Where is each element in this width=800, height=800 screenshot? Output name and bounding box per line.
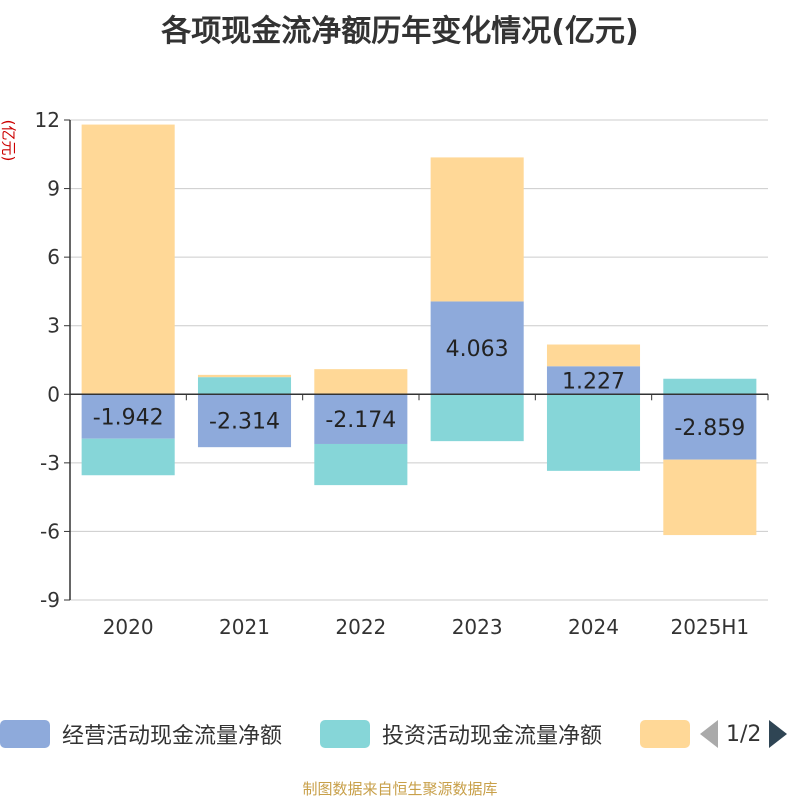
- source-note: 制图数据来自恒生聚源数据库: [302, 780, 498, 798]
- bar-1-2021[interactable]: [197, 394, 292, 448]
- data-label: -2.314: [209, 410, 280, 435]
- bar-1-2025H1[interactable]: [663, 394, 757, 460]
- bar-3-2021[interactable]: [197, 374, 292, 378]
- y-tick-label: 3: [47, 314, 60, 338]
- data-label: 4.063: [446, 337, 509, 362]
- bar-2-2021[interactable]: [197, 377, 292, 395]
- bar-3-2020[interactable]: [81, 124, 175, 395]
- bar-1-2024[interactable]: [546, 366, 641, 395]
- legend: 经营活动现金流量净额 投资活动现金流量净额: [0, 716, 800, 752]
- y-tick-label: -6: [40, 519, 60, 543]
- bar-2-2024[interactable]: [546, 394, 641, 471]
- data-label: -2.859: [674, 416, 745, 441]
- pager-prev-icon[interactable]: [700, 720, 718, 748]
- y-tick-label: 0: [47, 382, 60, 406]
- data-label: -1.942: [93, 405, 164, 430]
- legend-item[interactable]: 投资活动现金流量净额: [320, 716, 602, 752]
- legend-swatch: [0, 720, 50, 748]
- data-label: 1.227: [562, 369, 625, 394]
- grid-lines: [70, 119, 768, 601]
- y-tick-label: 12: [35, 108, 60, 132]
- x-tick-label: 2022: [335, 615, 386, 639]
- legend-item[interactable]: [640, 716, 690, 752]
- legend-label: 投资活动现金流量净额: [382, 724, 603, 749]
- x-tick-label: 2025H1: [670, 615, 749, 639]
- bar-2-2023[interactable]: [430, 394, 524, 442]
- pager-next-icon[interactable]: [769, 720, 788, 748]
- bar-2-2020[interactable]: [81, 438, 175, 476]
- data-labels: -1.942 -2.314 -2.174 4.063 1.227 -2.859: [93, 337, 746, 441]
- x-tick-label: 2021: [219, 615, 270, 639]
- bar-2-2022[interactable]: [314, 443, 408, 486]
- bar-3-2024[interactable]: [546, 344, 641, 367]
- bar-3-2022[interactable]: [314, 369, 408, 395]
- bar-3-2025H1[interactable]: [663, 459, 757, 536]
- bar-1-2023[interactable]: [430, 301, 524, 395]
- legend-label: 经营活动现金流量净额: [62, 724, 283, 749]
- x-tick-label: 2023: [452, 615, 503, 639]
- chart-title: 各项现金流净额历年变化情况(亿元): [161, 14, 639, 49]
- bar-2-2025H1[interactable]: [663, 378, 757, 395]
- legend-item[interactable]: 经营活动现金流量净额: [0, 716, 282, 752]
- pager-text: 1/2: [726, 721, 762, 747]
- y-tick-label: -3: [40, 451, 60, 475]
- x-tick-label: 2020: [103, 615, 154, 639]
- axes: 12 9 6 3 0 -3 -6 -9 2020 2021 2022 2023 2024 2025H1: [35, 108, 769, 639]
- x-tick-label: 2024: [568, 615, 619, 639]
- legend-swatch: [320, 720, 370, 748]
- bars: [81, 124, 757, 536]
- bar-1-2020[interactable]: [81, 394, 175, 439]
- y-tick-label: -9: [40, 588, 60, 612]
- y-tick-label: 9: [47, 177, 60, 201]
- bar-1-2022[interactable]: [314, 394, 408, 444]
- bar-3-2023[interactable]: [430, 157, 524, 302]
- data-label: -2.174: [325, 408, 396, 433]
- y-tick-label: 6: [47, 245, 60, 269]
- legend-swatch: [640, 720, 690, 748]
- legend-pager: 1/2: [700, 716, 788, 752]
